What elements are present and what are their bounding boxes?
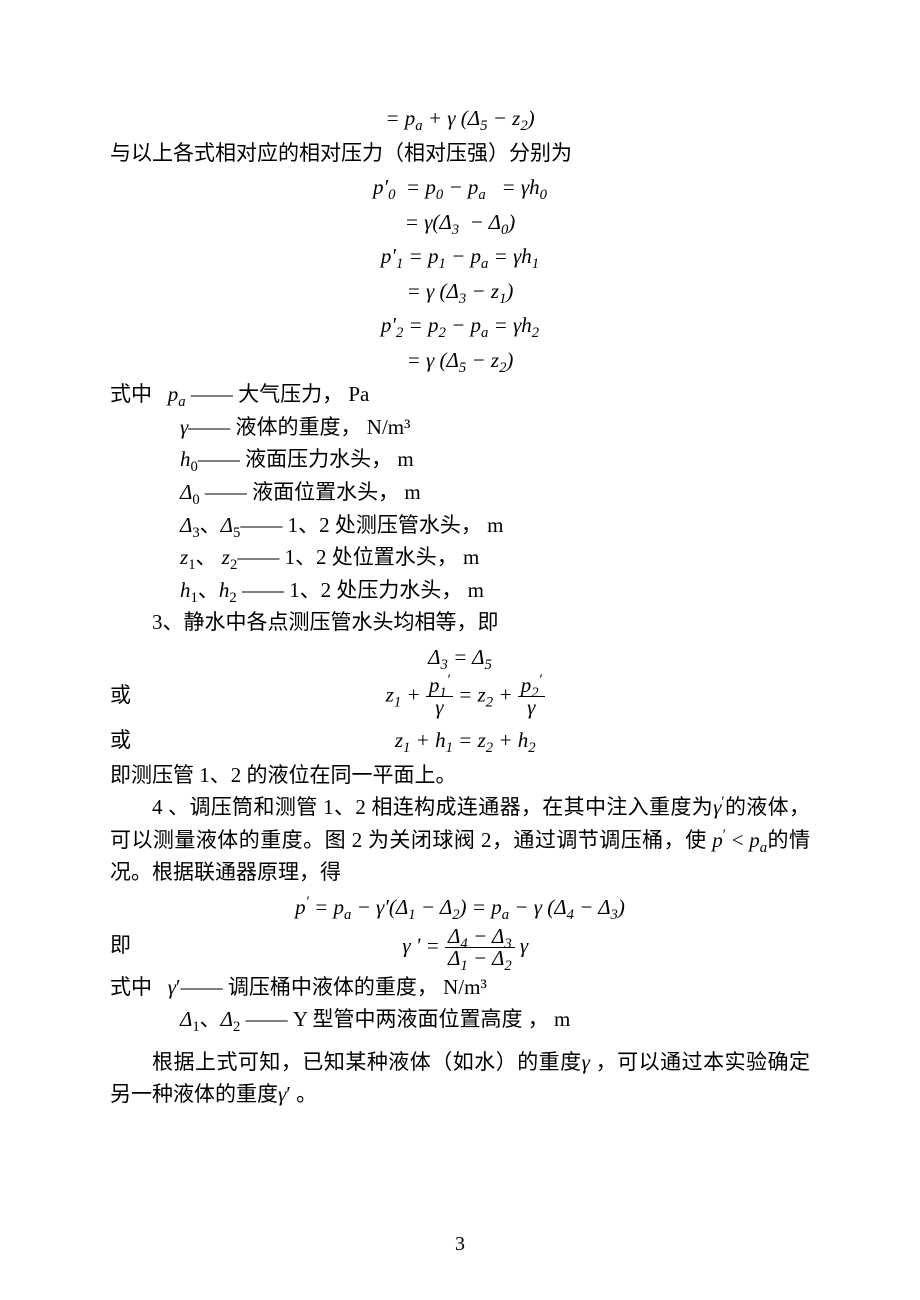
def-gamma: γ—— 液体的重度， N/m³: [110, 411, 810, 444]
paragraph-last: 根据上式可知，已知某种液体（如水）的重度γ ，可以通过本实验确定另一种液体的重度…: [110, 1046, 810, 1111]
definitions-block-1: 式中 pa —— 大气压力， Pa: [110, 378, 810, 411]
def-z12: z1、 z2—— 1、2 处位置水头， m: [110, 541, 810, 574]
def2-delta12: Δ1、Δ2 —— Y 型管中两液面位置高度 ， m: [110, 1003, 810, 1036]
page-number: 3: [0, 1229, 920, 1260]
text-point-3: 3、静水中各点测压管水头均相等，即: [110, 606, 810, 639]
text-tube-same-plane: 即测压管 1、2 的液位在同一平面上。: [110, 759, 810, 792]
equation-relative-block: p′0 = p0 − pa = γh0 = γ(Δ3 − Δ0) p′1 = p…: [110, 171, 810, 376]
paragraph-4: 4 、调压筒和测管 1、2 相连构成连通器，在其中注入重度为γ′的液体，可以测量…: [110, 791, 810, 889]
equation-gamma-prime: 即 γ ' = Δ4 − Δ3Δ1 − Δ2 γ: [110, 926, 810, 969]
def-delta0: Δ0 —— 液面位置水头， m: [110, 476, 810, 509]
equation-z-h: 或 z1 + h1 = z2 + h2: [110, 724, 810, 757]
equation-z-p-over-gamma: 或 z1 + p1′γ = z2 + p2′γ: [110, 675, 810, 718]
equation-top: = pa + γ (Δ5 − z2): [110, 102, 810, 135]
definitions-block-2: 式中 γ′—— 调压桶中液体的重度， N/m³: [110, 971, 810, 1004]
definitions-label: 式中: [110, 382, 152, 406]
text-relative-intro: 与以上各式相对应的相对压力（相对压强）分别为: [110, 137, 810, 170]
equation-p-prime: p′ = pa − γ′(Δ1 − Δ2) = pa − γ (Δ4 − Δ3): [110, 891, 810, 924]
def-delta35: Δ3、Δ5—— 1、2 处测压管水头， m: [110, 509, 810, 542]
equation-d3-d5: Δ3 = Δ5: [110, 641, 810, 674]
page: = pa + γ (Δ5 − z2) 与以上各式相对应的相对压力（相对压强）分别…: [0, 0, 920, 1300]
def-h12: h1、h2 —— 1、2 处压力水头， m: [110, 574, 810, 607]
def-h0: h0—— 液面压力水头， m: [110, 443, 810, 476]
